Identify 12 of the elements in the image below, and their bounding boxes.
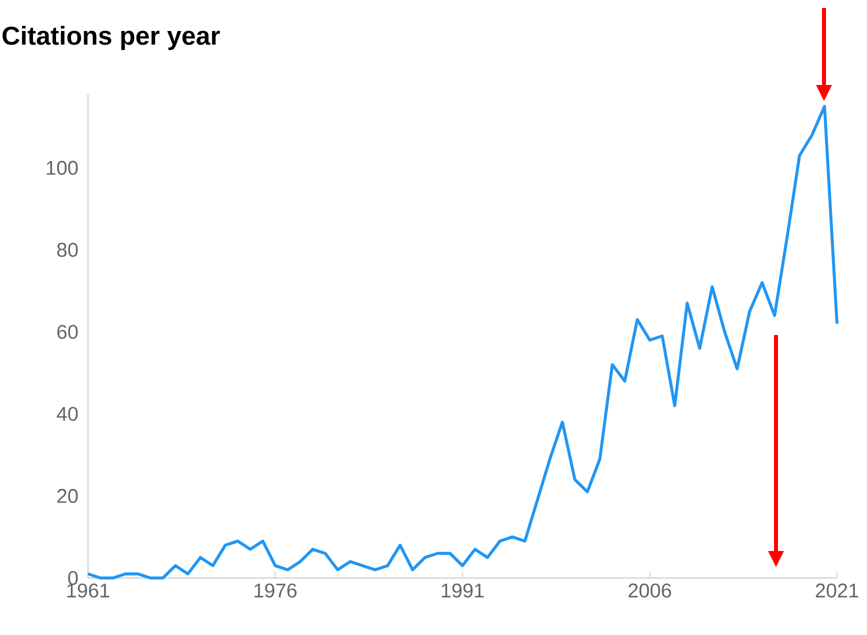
y-tick-label: 40 <box>56 406 78 421</box>
x-tick-label: 1976 <box>254 584 297 598</box>
chart-title: Citations per year <box>2 26 220 50</box>
y-tick-label: 100 <box>46 160 78 175</box>
y-tick-label: 80 <box>57 242 78 257</box>
x-tick-label: 1991 <box>442 584 484 598</box>
x-tick-label: 2006 <box>628 584 672 598</box>
y-tick-label: 60 <box>57 324 78 339</box>
x-tick-label: 2021 <box>816 584 858 598</box>
x-tick-label: 1961 <box>67 584 110 598</box>
y-tick-label: 20 <box>57 488 78 503</box>
y-tick-label: 0 <box>68 570 78 586</box>
